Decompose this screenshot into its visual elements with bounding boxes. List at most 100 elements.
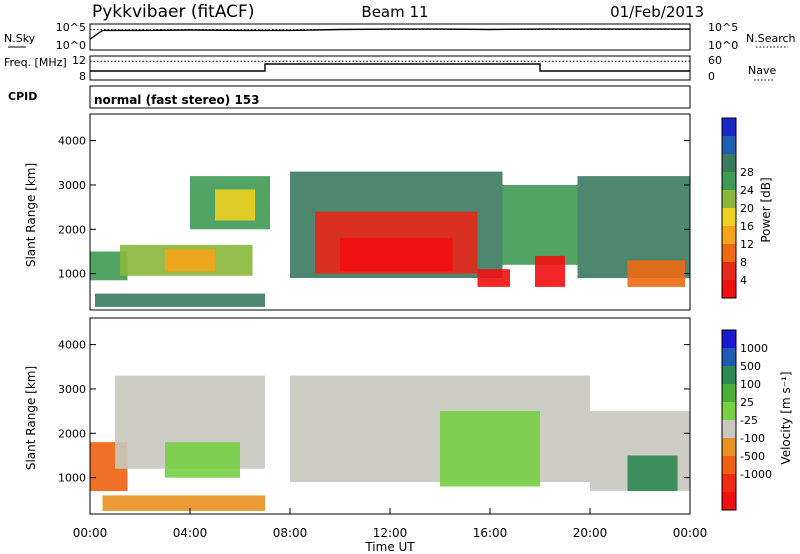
velocity-colorbar-tick-label-8: -1000 [740, 468, 772, 481]
xtick-label-5: 16:00 [473, 526, 508, 540]
power-region-14 [627, 260, 685, 287]
frequency-right-label: Nave [748, 64, 776, 77]
velocity-region-6 [440, 411, 540, 487]
velocity-y-axis-label: Slant Range [km] [24, 366, 38, 470]
power-colorbar-swatch-6 [722, 208, 736, 227]
noise-left-tick-top: 10^5 [56, 21, 86, 34]
velocity-colorbar-frame [721, 329, 737, 511]
power-colorbar-swatch-8 [722, 244, 736, 263]
velocity-x-ticks: 00:00 04:00 08:00 12:00 16:00 20:00 00:00 [73, 508, 708, 540]
velocity-colorbar-swatch-5 [722, 402, 736, 421]
noise-panel: N.Sky 10^5 10^0 10^5 10^0 N.Search [4, 21, 796, 52]
velocity-ytick-label-1: 1000 [58, 472, 86, 485]
noise-panel-frame [89, 23, 691, 51]
frequency-left-tick-bottom: 8 [79, 70, 86, 83]
velocity-colorbar-tick-label-1: 1000 [740, 342, 768, 355]
power-colorbar-swatch-10 [722, 280, 736, 299]
frequency-left-tick-top: 12 [72, 54, 86, 67]
noise-series-1 [89, 28, 690, 40]
xtick-label-6: 20:00 [573, 526, 608, 540]
power-colorbar-tick-label-6: 24 [740, 184, 754, 197]
date-label: 01/Feb/2013 [610, 3, 704, 21]
power-ytick-label-4: 4000 [58, 135, 86, 148]
velocity-panel: 1000 2000 3000 4000 00:00 04:00 08:00 12:00 16:… [24, 317, 793, 554]
velocity-colorbar-label: Velocity [m s⁻¹] [779, 371, 793, 464]
power-colorbar-swatch-4 [722, 172, 736, 191]
power-colorbar-swatch-9 [722, 262, 736, 281]
power-colorbar: 4 8 12 16 20 24 28 [721, 117, 754, 299]
velocity-colorbar-tick-label-5: -25 [740, 414, 758, 427]
power-region-2 [95, 293, 265, 307]
power-region-10 [477, 269, 510, 287]
velocity-colorbar-swatch-6 [722, 420, 736, 439]
xtick-label-4: 12:00 [373, 526, 408, 540]
velocity-colorbar-swatch-4 [722, 384, 736, 403]
noise-right-label: N.Search [746, 32, 796, 45]
xtick-label-1: 00:00 [73, 526, 108, 540]
power-colorbar-tick-label-4: 16 [740, 220, 754, 233]
frequency-panel-frame [89, 55, 691, 81]
velocity-colorbar-swatch-8 [722, 456, 736, 475]
power-data-layer [90, 171, 690, 307]
power-region-4 [165, 249, 215, 272]
velocity-colorbar-swatch-2 [722, 348, 736, 367]
power-region-6 [215, 189, 255, 221]
velocity-colorbar-swatch-3 [722, 366, 736, 385]
frequency-panel: Freq. [MHz] 12 8 60 0 Nave [4, 54, 776, 83]
xtick-label-2: 04:00 [173, 526, 208, 540]
noise-left-label: N.Sky [4, 32, 36, 45]
power-panel: 1000 2000 3000 4000 Slant Range [km] 4 8 12 16… [24, 113, 773, 311]
cpid-panel-frame [89, 85, 691, 109]
power-colorbar-tick-label-7: 28 [740, 166, 754, 179]
velocity-colorbar-tick-label-7: -500 [740, 450, 765, 463]
cpid-value: normal (fast stereo) 153 [94, 93, 260, 107]
power-ytick-label-2: 2000 [58, 223, 86, 236]
velocity-colorbar-tick-label-6: -100 [740, 432, 765, 445]
power-ytick-label-1: 1000 [58, 268, 86, 281]
noise-left-tick-bottom: 10^0 [56, 39, 86, 52]
frequency-left-label: Freq. [MHz] [4, 56, 67, 69]
velocity-ytick-label-2: 2000 [58, 427, 86, 440]
cpid-label: CPID [8, 90, 37, 103]
power-panel-frame [89, 113, 691, 311]
power-colorbar-swatch-1 [722, 118, 736, 137]
power-colorbar-label: Power [dB] [759, 177, 773, 242]
velocity-region-3 [165, 442, 240, 478]
velocity-colorbar-swatch-7 [722, 438, 736, 457]
power-y-axis-label: Slant Range [km] [24, 163, 38, 267]
velocity-colorbar: 1000 500 100 25 -25 -100 -500 -1000 [721, 329, 772, 511]
velocity-colorbar-tick-label-4: 25 [740, 396, 754, 409]
noise-series-group [89, 28, 690, 40]
cpid-panel: CPID normal (fast stereo) 153 [8, 85, 691, 109]
power-colorbar-swatch-2 [722, 136, 736, 155]
frequency-series-group [90, 60, 690, 72]
power-region-11 [502, 185, 578, 265]
velocity-colorbar-tick-label-2: 500 [740, 360, 761, 373]
power-colorbar-swatch-3 [722, 154, 736, 173]
power-colorbar-tick-label-5: 20 [740, 202, 754, 215]
frequency-right-tick-top: 60 [708, 54, 722, 67]
xtick-label-7: 00:00 [673, 526, 708, 540]
velocity-colorbar-swatch-10 [722, 492, 736, 511]
velocity-region-8 [627, 455, 678, 491]
power-colorbar-tick-label-3: 12 [740, 238, 754, 251]
power-region-9 [340, 238, 453, 272]
xtick-label-3: 08:00 [273, 526, 308, 540]
power-ytick-label-3: 3000 [58, 179, 86, 192]
velocity-region-4 [102, 495, 265, 511]
velocity-ytick-label-3: 3000 [58, 383, 86, 396]
power-y-ticks: 1000 2000 3000 4000 [58, 135, 690, 281]
plot-title: Pykkvibaer (fitACF) [92, 2, 254, 22]
time-axis-label: Time UT [364, 540, 415, 554]
noise-right-tick-top: 10^5 [708, 21, 738, 34]
velocity-colorbar-swatch-9 [722, 474, 736, 493]
beam-label: Beam 11 [361, 3, 428, 21]
power-colorbar-swatch-7 [722, 226, 736, 245]
velocity-colorbar-swatch-1 [722, 330, 736, 349]
power-region-12 [535, 255, 565, 287]
velocity-data-layer [90, 375, 690, 511]
power-colorbar-tick-label-1: 4 [740, 274, 747, 287]
velocity-ytick-label-4: 4000 [58, 339, 86, 352]
velocity-y-ticks: 1000 2000 3000 4000 [58, 339, 690, 485]
